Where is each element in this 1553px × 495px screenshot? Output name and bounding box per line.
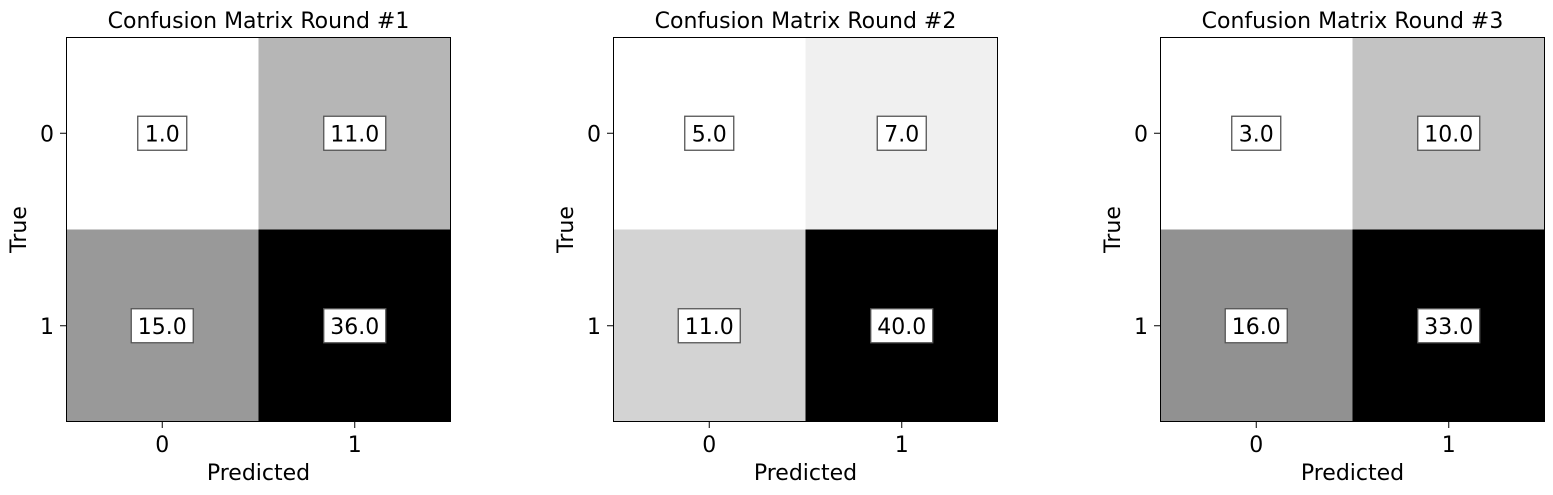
cell-value-box [1417,115,1481,151]
y-tick-label: 1 [587,315,601,340]
chart-title: Confusion Matrix Round #3 [1202,9,1504,34]
y-tick-label: 0 [587,122,601,147]
y-axis-label: True [1101,206,1126,254]
cell-value-box [1231,115,1282,151]
cell-value-label: 11.0 [330,122,379,147]
cell-value-label: 1.0 [145,122,180,147]
axes-frame [1160,37,1545,422]
cell-value-box [1224,308,1288,344]
confusion-matrix-panel-1: 1.0 11.0 15.0 36.0 0 1 0 1 Confusion Matrix Roun… [7,9,451,486]
y-axis-label: True [554,206,579,254]
confusion-matrix-panel-3: 3.0 10.0 16.0 33.0 0 1 0 1 Confusion Matrix Roun… [1101,9,1545,486]
cell-value-label: 7.0 [884,122,919,147]
y-tick-label: 1 [1134,315,1148,340]
x-axis-label: Predicted [1301,461,1404,486]
chart-title: Confusion Matrix Round #2 [655,9,957,34]
cell-value-box [323,308,387,344]
cell-value-box [1417,308,1481,344]
x-tick-label: 0 [702,433,716,458]
cell-value-label: 33.0 [1424,315,1473,340]
y-tick-label: 0 [40,122,54,147]
cell-value-box [870,308,934,344]
cell-value-box [876,115,927,151]
cell-value-label: 10.0 [1424,122,1473,147]
chart-title: Confusion Matrix Round #1 [108,9,410,34]
cell-value-label: 16.0 [1232,315,1281,340]
cell-value-label: 40.0 [877,315,926,340]
x-axis-label: Predicted [207,461,310,486]
x-tick-label: 1 [1442,433,1456,458]
y-tick-label: 0 [1134,122,1148,147]
x-tick-label: 1 [895,433,909,458]
y-axis-label: True [7,206,32,254]
cell-value-label: 3.0 [1239,122,1274,147]
cell-value-label: 36.0 [330,315,379,340]
cell-value-box [684,115,735,151]
cell-value-box [677,308,741,344]
y-tick-label: 1 [40,315,54,340]
cell-value-label: 15.0 [138,315,187,340]
x-axis-label: Predicted [754,461,857,486]
cell-value-label: 5.0 [692,122,727,147]
cell-value-label: 11.0 [685,315,734,340]
confusion-matrix-panel-2: 5.0 7.0 11.0 40.0 0 1 0 1 Confusion Matrix Round… [554,9,998,486]
axes-frame [613,37,998,422]
cell-value-box [137,115,188,151]
axes-frame [66,37,451,422]
x-tick-label: 0 [155,433,169,458]
cell-value-box [130,308,194,344]
cell-value-box [323,115,387,151]
x-tick-label: 0 [1249,433,1263,458]
x-tick-label: 1 [348,433,362,458]
